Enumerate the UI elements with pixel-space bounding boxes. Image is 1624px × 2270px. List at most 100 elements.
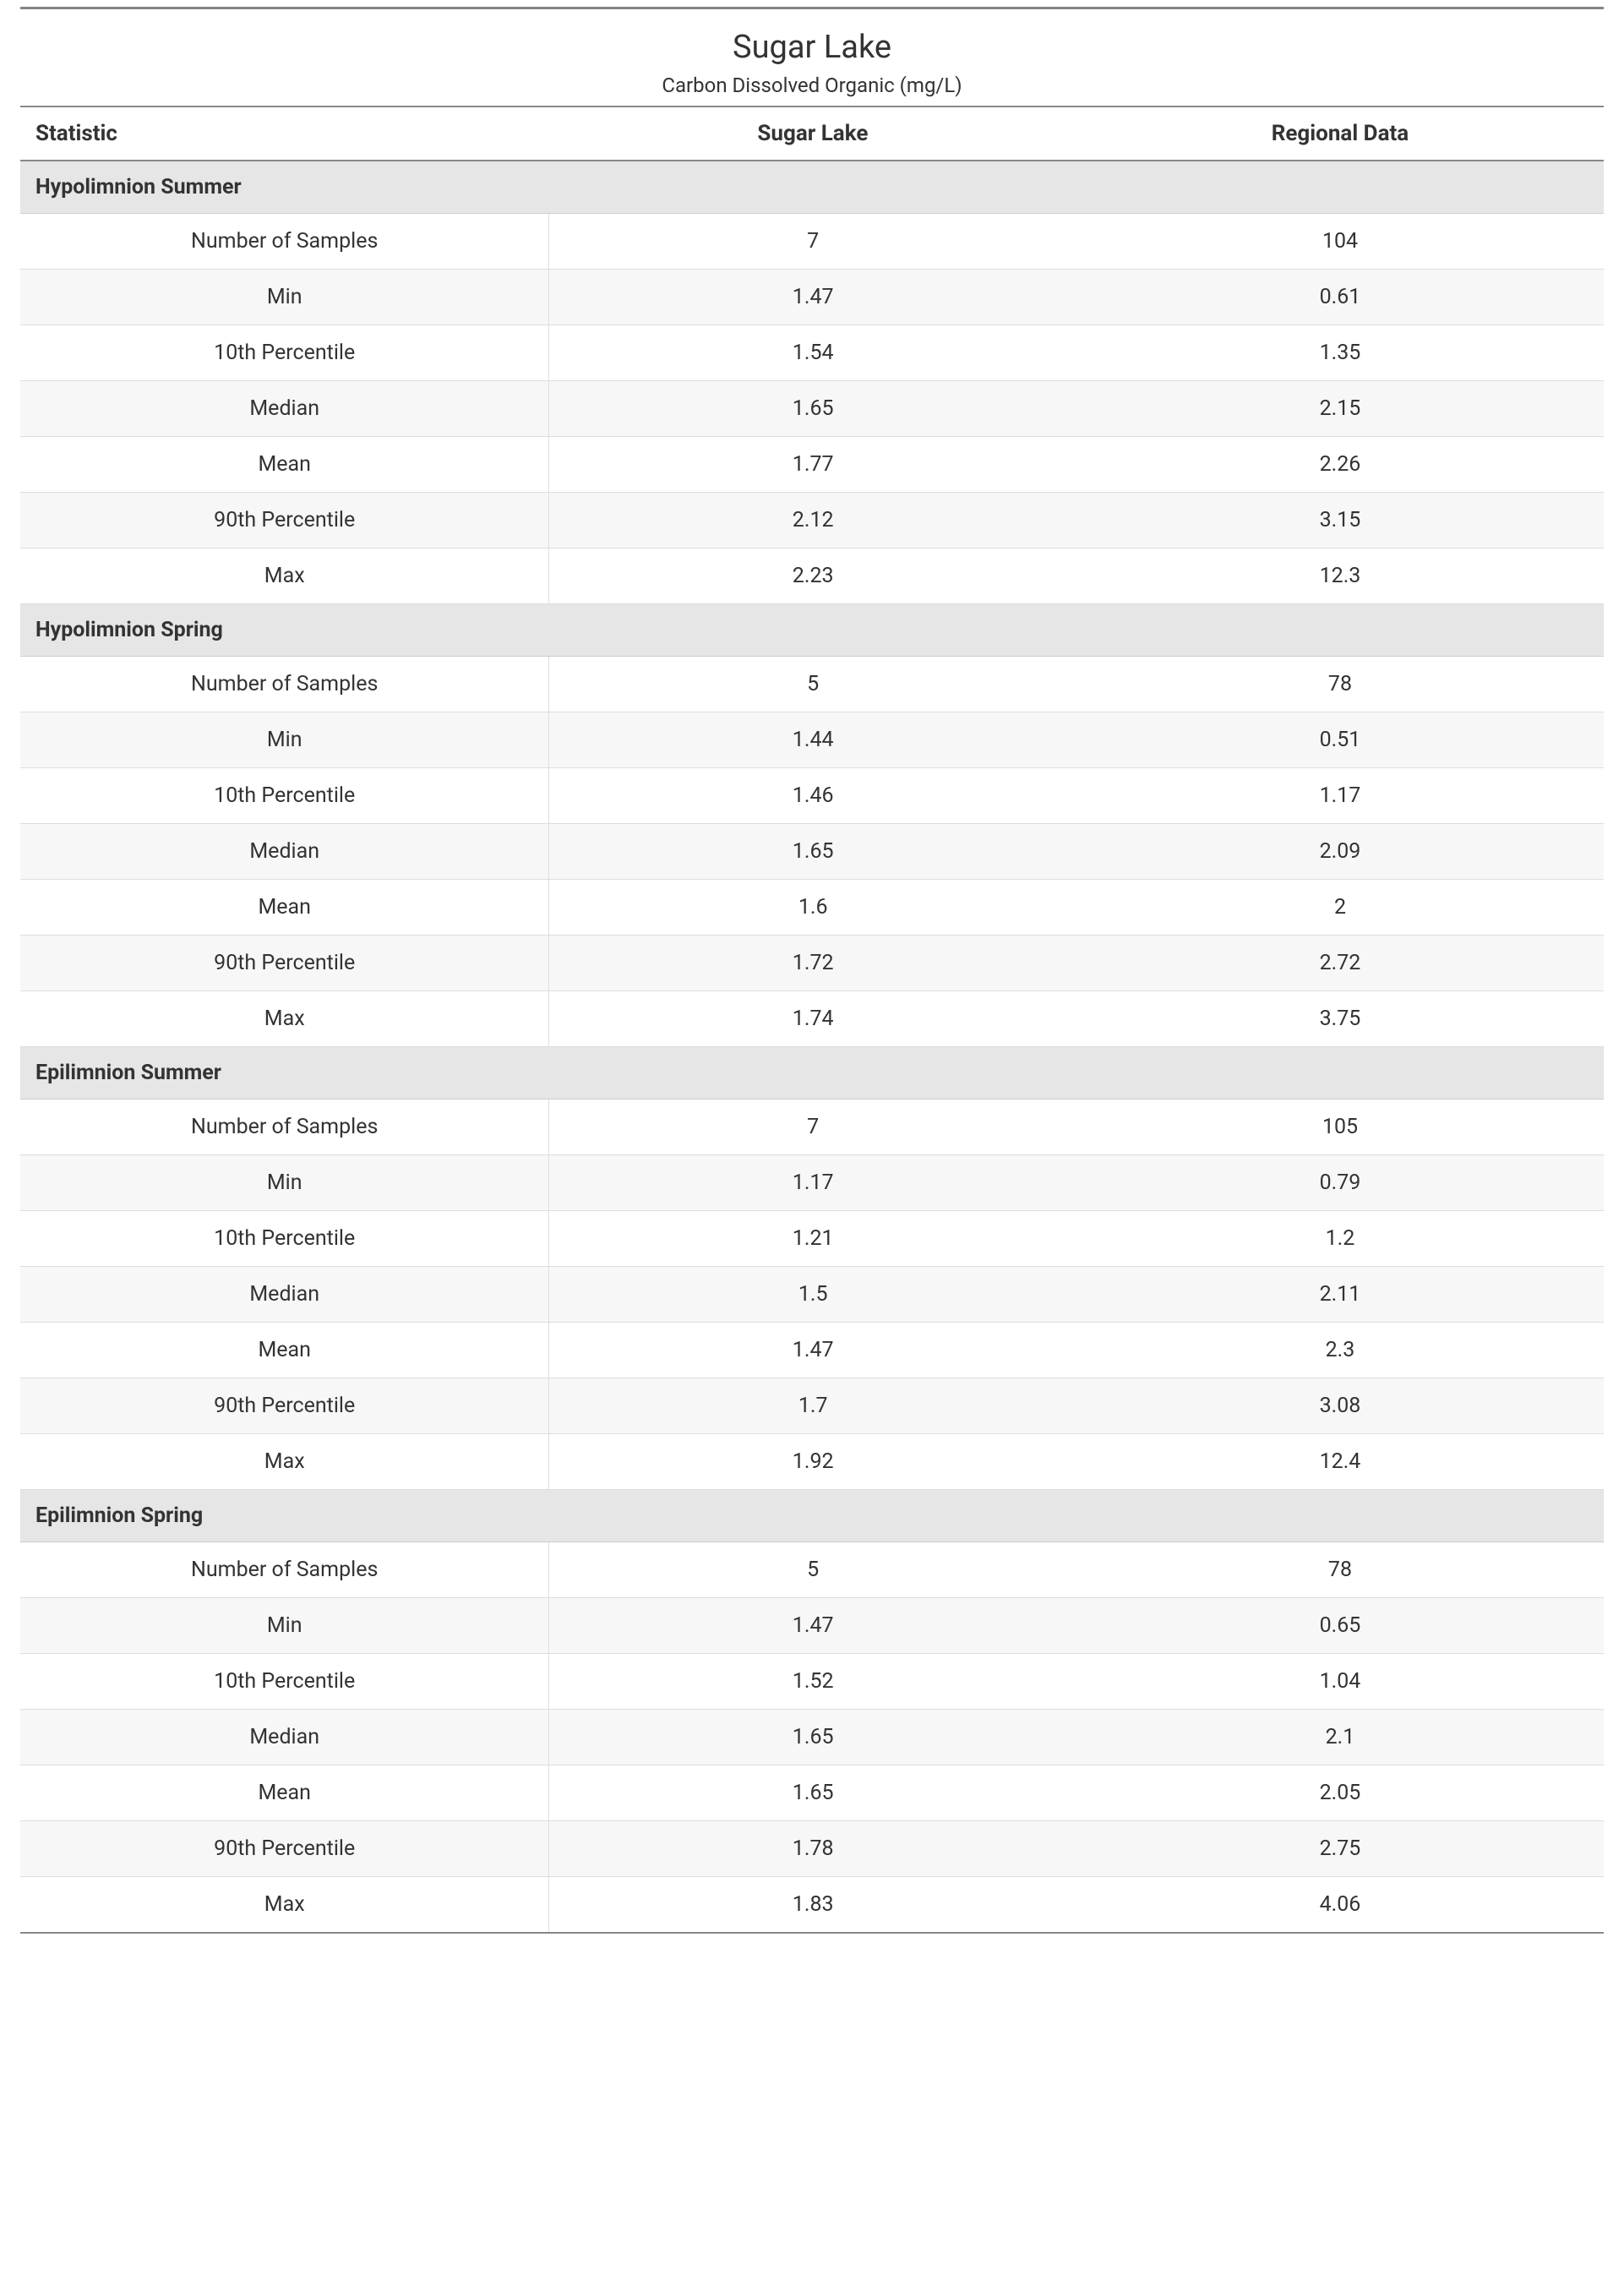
table-row: Min1.470.65 [20, 1597, 1604, 1653]
section-header: Hypolimnion Spring [20, 603, 1604, 656]
table-row: Max1.9212.4 [20, 1433, 1604, 1489]
table-row: 10th Percentile1.211.2 [20, 1210, 1604, 1266]
stat-label: Median [20, 1709, 549, 1765]
stat-region-value: 2.72 [1076, 935, 1604, 990]
col-header-statistic: Statistic [20, 106, 549, 161]
table-row: Min1.170.79 [20, 1154, 1604, 1210]
table-row: 90th Percentile1.722.72 [20, 935, 1604, 990]
stat-label: 10th Percentile [20, 325, 549, 380]
col-header-lake: Sugar Lake [549, 106, 1076, 161]
stat-region-value: 2.15 [1076, 380, 1604, 436]
stats-table: Statistic Sugar Lake Regional Data Hypol… [20, 106, 1604, 1934]
stat-label: 10th Percentile [20, 1210, 549, 1266]
section-header-label: Epilimnion Summer [20, 1046, 1604, 1099]
stat-region-value: 0.65 [1076, 1597, 1604, 1653]
stat-label: 90th Percentile [20, 1378, 549, 1433]
stat-region-value: 4.06 [1076, 1876, 1604, 1933]
stat-region-value: 1.2 [1076, 1210, 1604, 1266]
stat-label: Median [20, 380, 549, 436]
stat-label: Max [20, 1876, 549, 1933]
table-row: Min1.440.51 [20, 712, 1604, 767]
stat-lake-value: 1.46 [549, 767, 1076, 823]
title-block: Sugar Lake Carbon Dissolved Organic (mg/… [20, 9, 1604, 106]
stat-lake-value: 1.65 [549, 823, 1076, 879]
stat-region-value: 12.4 [1076, 1433, 1604, 1489]
stat-lake-value: 1.47 [549, 1597, 1076, 1653]
table-row: 10th Percentile1.521.04 [20, 1653, 1604, 1709]
stat-region-value: 2.11 [1076, 1266, 1604, 1322]
table-row: Number of Samples578 [20, 656, 1604, 712]
table-row: Number of Samples7105 [20, 1099, 1604, 1154]
stat-label: 90th Percentile [20, 492, 549, 548]
stat-lake-value: 1.47 [549, 269, 1076, 325]
stat-lake-value: 2.12 [549, 492, 1076, 548]
table-row: Mean1.652.05 [20, 1765, 1604, 1820]
stat-label: Number of Samples [20, 656, 549, 712]
table-row: Max1.743.75 [20, 990, 1604, 1046]
stat-lake-value: 1.7 [549, 1378, 1076, 1433]
stat-lake-value: 1.92 [549, 1433, 1076, 1489]
stat-lake-value: 1.65 [549, 1765, 1076, 1820]
table-row: Max2.2312.3 [20, 548, 1604, 603]
stat-lake-value: 5 [549, 1542, 1076, 1597]
table-body: Hypolimnion SummerNumber of Samples7104M… [20, 161, 1604, 1933]
section-header: Epilimnion Spring [20, 1489, 1604, 1542]
stat-label: Min [20, 1597, 549, 1653]
section-header-label: Hypolimnion Spring [20, 603, 1604, 656]
table-row: 90th Percentile2.123.15 [20, 492, 1604, 548]
stat-label: Number of Samples [20, 213, 549, 269]
stat-lake-value: 1.83 [549, 1876, 1076, 1933]
stat-region-value: 2.75 [1076, 1820, 1604, 1876]
stat-region-value: 2.05 [1076, 1765, 1604, 1820]
stat-label: Number of Samples [20, 1542, 549, 1597]
stat-region-value: 2 [1076, 879, 1604, 935]
table-row: 10th Percentile1.541.35 [20, 325, 1604, 380]
table-row: Median1.652.15 [20, 380, 1604, 436]
stat-label: Mean [20, 1765, 549, 1820]
stat-region-value: 1.35 [1076, 325, 1604, 380]
stat-region-value: 2.3 [1076, 1322, 1604, 1378]
section-header: Epilimnion Summer [20, 1046, 1604, 1099]
stat-lake-value: 1.17 [549, 1154, 1076, 1210]
table-row: Median1.652.09 [20, 823, 1604, 879]
section-header-label: Epilimnion Spring [20, 1489, 1604, 1542]
stat-label: Median [20, 823, 549, 879]
stat-region-value: 1.04 [1076, 1653, 1604, 1709]
stat-label: 90th Percentile [20, 1820, 549, 1876]
table-row: 90th Percentile1.782.75 [20, 1820, 1604, 1876]
stat-region-value: 3.15 [1076, 492, 1604, 548]
stat-label: Min [20, 269, 549, 325]
table-row: Number of Samples578 [20, 1542, 1604, 1597]
stat-label: Mean [20, 1322, 549, 1378]
page: Sugar Lake Carbon Dissolved Organic (mg/… [0, 7, 1624, 1967]
stat-label: Number of Samples [20, 1099, 549, 1154]
stat-label: Max [20, 548, 549, 603]
table-row: Mean1.472.3 [20, 1322, 1604, 1378]
page-subtitle: Carbon Dissolved Organic (mg/L) [20, 74, 1604, 97]
stat-label: 10th Percentile [20, 767, 549, 823]
stat-lake-value: 1.74 [549, 990, 1076, 1046]
section-header: Hypolimnion Summer [20, 161, 1604, 214]
stat-label: Mean [20, 436, 549, 492]
stat-lake-value: 1.47 [549, 1322, 1076, 1378]
stat-lake-value: 1.72 [549, 935, 1076, 990]
stat-region-value: 3.08 [1076, 1378, 1604, 1433]
stat-lake-value: 1.52 [549, 1653, 1076, 1709]
stat-label: Max [20, 990, 549, 1046]
stat-lake-value: 7 [549, 213, 1076, 269]
stat-region-value: 12.3 [1076, 548, 1604, 603]
table-row: Number of Samples7104 [20, 213, 1604, 269]
page-title: Sugar Lake [20, 28, 1604, 68]
stat-lake-value: 1.77 [549, 436, 1076, 492]
stat-region-value: 0.61 [1076, 269, 1604, 325]
stat-region-value: 3.75 [1076, 990, 1604, 1046]
stat-lake-value: 1.5 [549, 1266, 1076, 1322]
table-row: Min1.470.61 [20, 269, 1604, 325]
stat-lake-value: 5 [549, 656, 1076, 712]
stat-region-value: 0.79 [1076, 1154, 1604, 1210]
stat-region-value: 78 [1076, 656, 1604, 712]
table-row: Median1.52.11 [20, 1266, 1604, 1322]
stat-label: Max [20, 1433, 549, 1489]
section-header-label: Hypolimnion Summer [20, 161, 1604, 214]
stat-label: Min [20, 1154, 549, 1210]
